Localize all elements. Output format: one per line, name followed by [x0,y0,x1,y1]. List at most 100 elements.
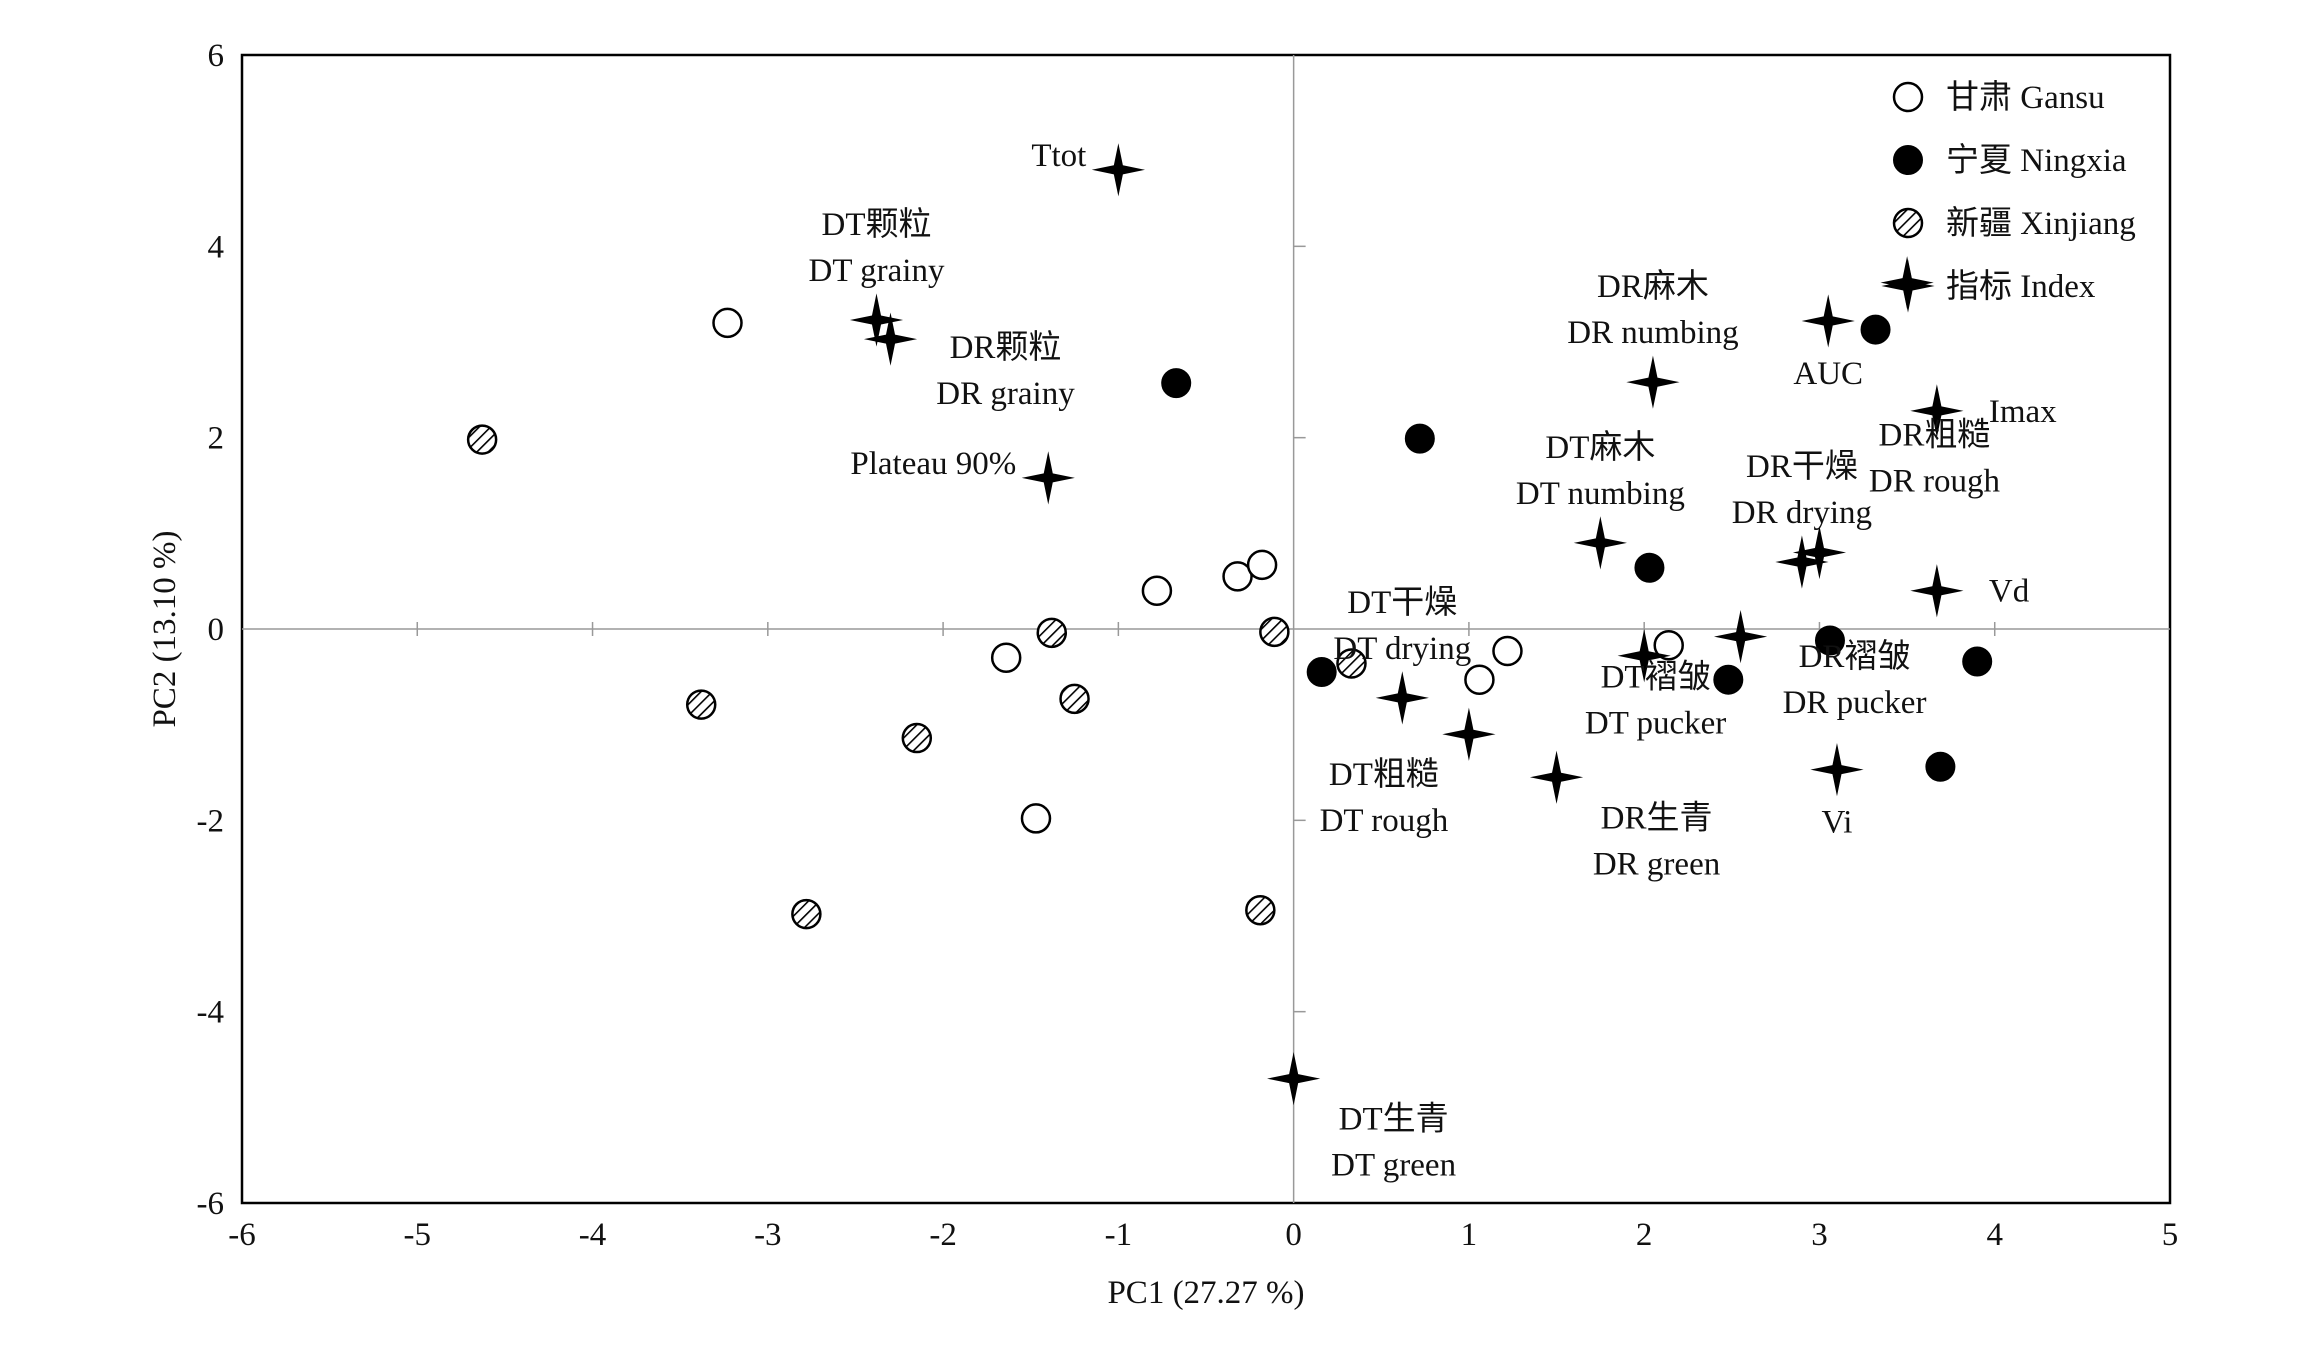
x-tick-label: 0 [1285,1217,1302,1253]
x-tick-label: 5 [2162,1217,2179,1253]
point-label-line: Vd [1989,574,2030,610]
point-label-line: DT rough [1320,803,1449,839]
point-label-line: DT grainy [809,253,945,289]
filled-circle-marker [1962,646,1993,677]
legend-marker [1892,81,1924,113]
point-label: Imax [1989,394,2057,430]
point-label: DR生青 DR green [1593,799,1720,882]
legend-label: 宁夏 Ningxia [1946,142,2127,179]
legend-label: 甘肃 Gansu [1946,80,2105,116]
x-tick-label: -2 [929,1217,957,1253]
filled-circle-marker [1925,751,1956,782]
hatched-circle-marker [1059,683,1090,715]
point-label-line: DR rough [1869,463,2001,499]
filled-circle-marker [1814,625,1845,656]
x-tick-label: -1 [1105,1217,1133,1253]
point-label: Vi [1821,805,1852,841]
point-label-line: AUC [1793,356,1863,392]
legend: 甘肃 Gansu 宁夏 Ningxia 新疆 Xinjiang 指标 Index [1881,80,2136,313]
index-star-marker [1713,610,1768,664]
index-star-marker [1910,384,1964,438]
y-tick-label: 0 [208,612,225,648]
y-tick-label: 4 [208,229,225,265]
point-label-line: DR green [1593,846,1720,882]
filled-circle-marker [1404,423,1435,454]
point-label: DT麻木 DT numbing [1516,429,1685,512]
index-star-marker [863,312,918,366]
point-labels: Ttot DT颗粒 DT grainy DR颗粒 DR grainy Plateau 90… [809,138,2058,1184]
x-axis-ticks: -6 -5 -4 -3 -2 -1 0 1 2 3 4 5 [228,1217,2178,1253]
index-star-marker [1091,143,1145,197]
x-tick-label: -6 [228,1217,256,1253]
hatched-circle-marker [466,424,498,455]
legend-label: 新疆 Xinjiang [1946,205,2136,242]
point-label-line: DR褶皱 [1799,638,1911,675]
filled-circle-marker [1713,664,1744,695]
open-circle-marker [1020,803,1052,834]
legend-label: 指标 Index [1946,268,2096,305]
point-label: DR粗糙 DR rough [1869,416,2001,499]
open-circle-marker [1141,575,1173,606]
x-tick-label: -3 [754,1217,782,1253]
index-star-marker [1910,564,1964,618]
hatched-circle-marker [1336,648,1367,679]
index-star-marker [849,293,904,347]
point-label-line: DR grainy [936,376,1075,412]
point-label-line: Imax [1989,394,2057,430]
index-star-marker [1775,535,1829,589]
index-star-marker [1810,743,1864,797]
point-label-line: DT麻木 [1545,429,1655,466]
point-label: DR麻木 DR numbing [1567,268,1738,351]
index-star-marker [1801,294,1855,348]
y-tick-label: 2 [208,421,225,457]
filled-circle-marker [1161,368,1192,399]
hatched-circle-marker [1036,617,1068,649]
y-tick-label: 6 [208,38,225,74]
open-circle-marker [712,307,743,339]
point-label-line: DR粗糙 [1879,416,1991,453]
data-markers [466,143,1993,1106]
index-star-marker [1617,629,1671,683]
x-tick-label: 4 [1986,1217,2003,1253]
point-label-line: DT褶皱 [1601,659,1711,696]
point-label: DR颗粒 DR grainy [936,329,1075,412]
y-axis-ticks: 6 4 2 0 -2 -4 -6 [197,38,225,1222]
point-label-line: DR numbing [1567,315,1738,351]
open-circle-marker [1246,549,1278,581]
point-label-line: DT green [1331,1148,1456,1184]
filled-circle-marker [1634,552,1665,583]
point-label: Plateau 90% [850,446,1016,482]
point-label: DR干燥 DR drying [1732,449,1872,531]
point-label-line: DR颗粒 [950,329,1062,366]
index-star-marker [1267,1052,1321,1106]
hatched-circle-marker [1245,895,1276,926]
x-tick-label: 3 [1811,1217,1828,1253]
x-axis-title: PC1 (27.27 %) [1107,1275,1304,1311]
point-label-line: Plateau 90% [850,446,1016,482]
point-label-line: DT drying [1333,631,1471,667]
point-label-line: DT颗粒 [821,206,931,243]
legend-marker [1881,259,1935,313]
x-tick-label: 2 [1636,1217,1653,1253]
index-star-marker [1529,750,1584,804]
plot-area [240,53,2172,1205]
y-tick-label: -4 [197,995,225,1031]
point-label: Ttot [1031,138,1086,174]
point-label: DT干燥 DT drying [1333,585,1471,667]
point-label-line: DR干燥 [1746,449,1858,485]
open-circle-marker [1653,630,1684,661]
index-star-marker [1021,451,1075,505]
point-label-line: DT numbing [1516,476,1685,512]
point-label-line: DT粗糙 [1329,756,1439,793]
point-label-line: DR生青 [1601,799,1713,836]
x-tick-label: -4 [579,1217,607,1253]
x-tick-label: -5 [404,1217,432,1253]
point-label-line: Ttot [1031,138,1086,174]
index-star-marker [1375,671,1429,725]
point-label-line: DT生青 [1339,1101,1449,1138]
index-star-marker [1442,707,1496,761]
legend-marker [1892,207,1924,239]
open-circle-marker [1464,664,1495,695]
index-star-marker [1792,525,1847,580]
point-label-line: DT pucker [1585,706,1726,742]
